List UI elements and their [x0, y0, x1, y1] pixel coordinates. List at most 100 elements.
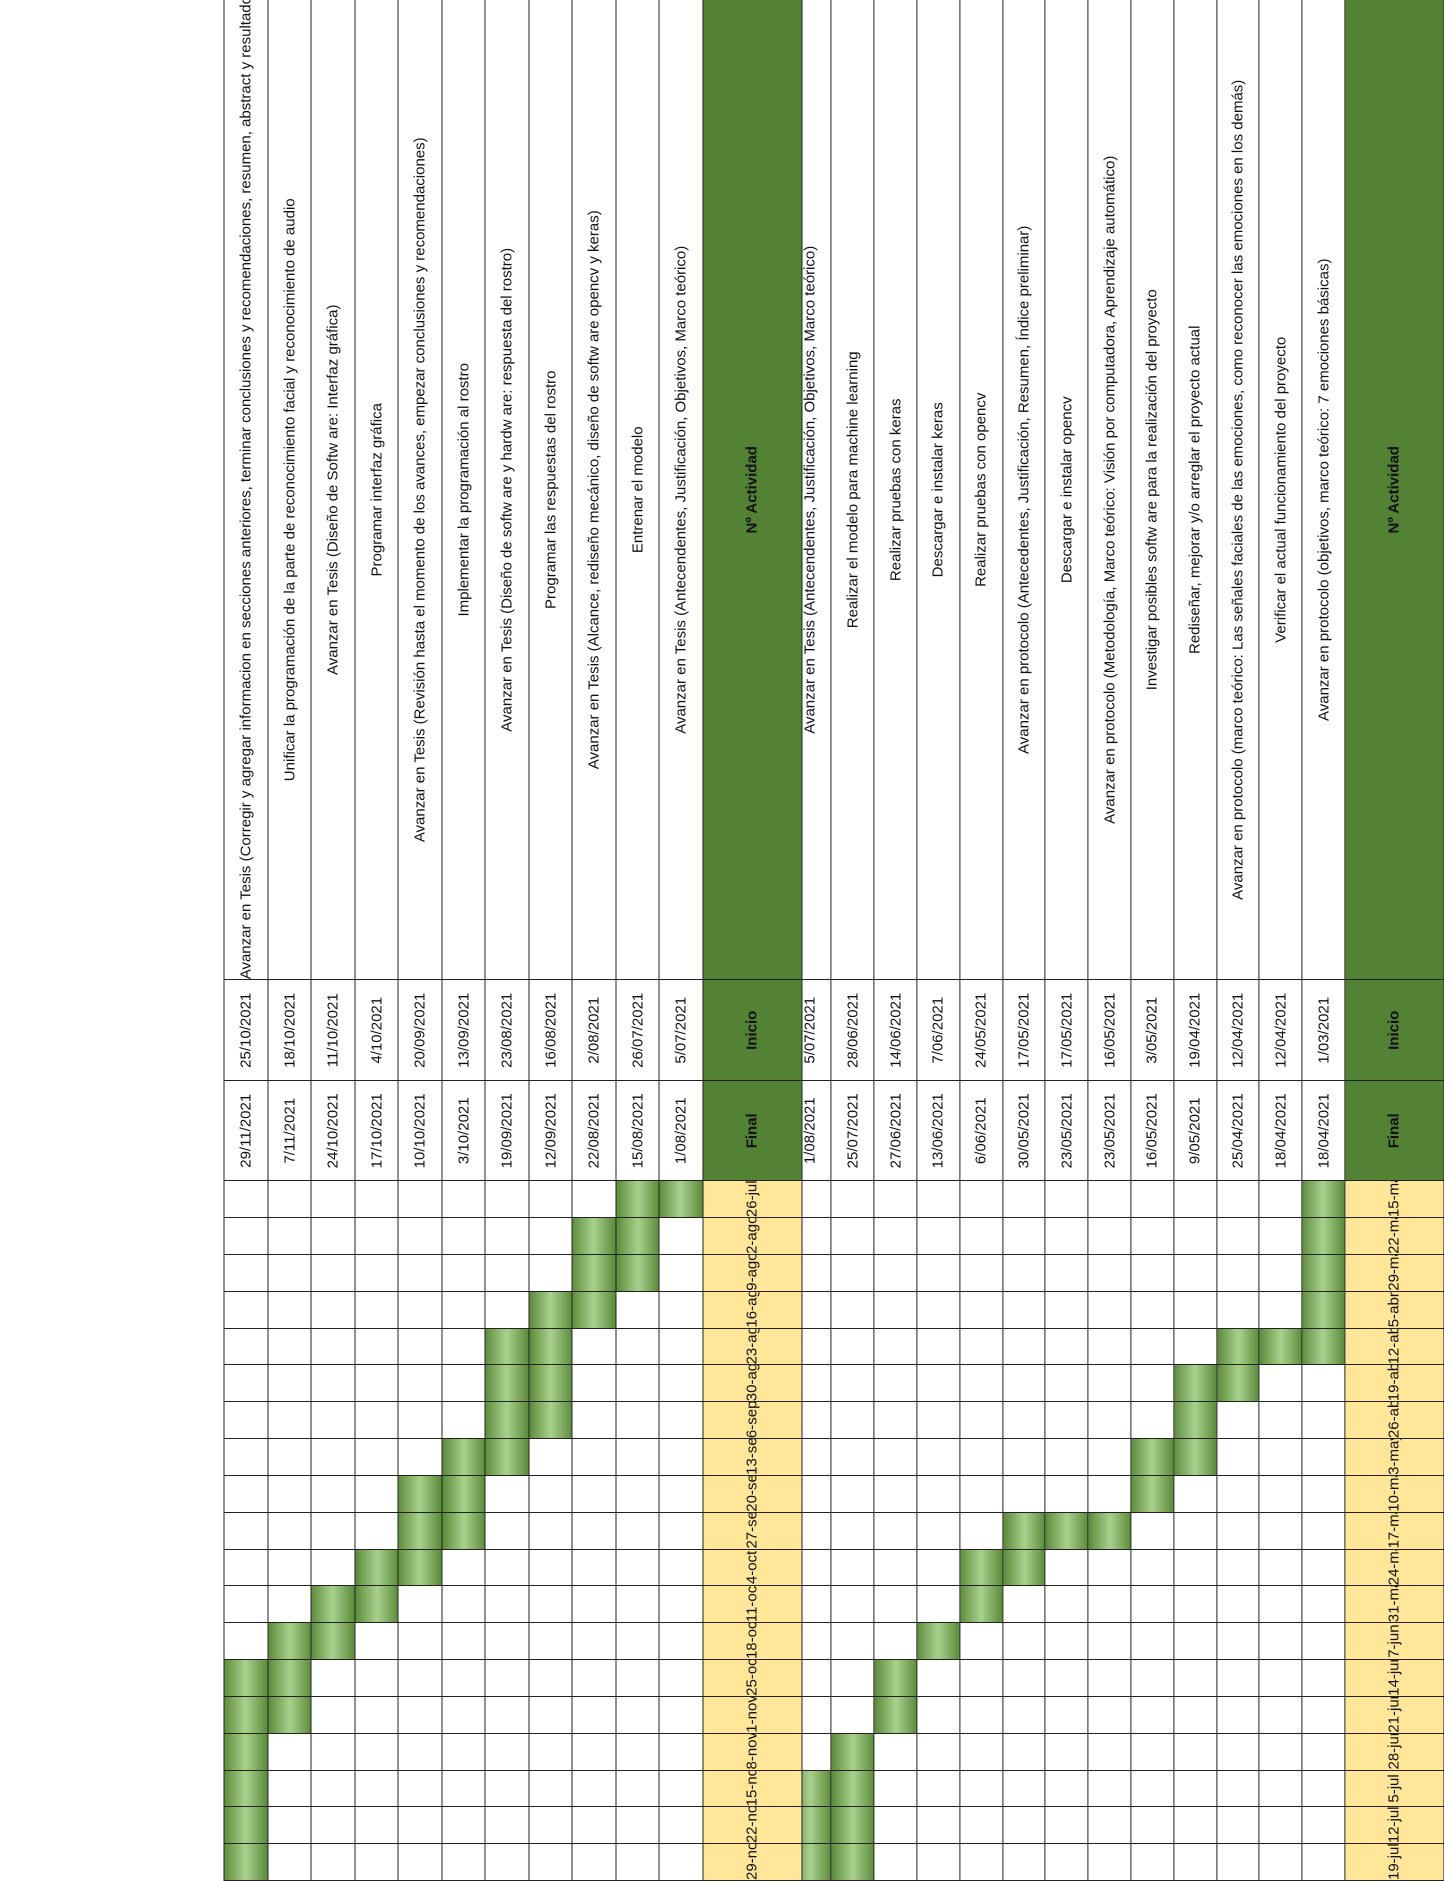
gantt-empty-cell	[873, 1254, 917, 1292]
gantt-empty-cell	[1002, 1364, 1045, 1402]
start-date-cell: 1/03/2021	[1301, 979, 1345, 1081]
gantt-empty-cell	[442, 1733, 486, 1771]
gantt-empty-cell	[572, 1475, 617, 1513]
end-date-cell: 10/10/2021	[398, 1080, 443, 1181]
gantt-empty-cell	[1258, 1438, 1302, 1476]
gantt-empty-cell	[529, 1180, 573, 1218]
gantt-bar-cell	[572, 1291, 617, 1329]
gantt-section-1: 19-jul 12-jul 5-jul 28-jun 21-jun 14-jun 7-jun…	[788, 0, 1444, 1881]
gantt-empty-cell	[1173, 1217, 1217, 1255]
start-date-cell: 24/05/2021	[959, 979, 1003, 1081]
gantt-empty-cell	[355, 1622, 399, 1660]
gantt-bar-cell	[529, 1328, 573, 1365]
gantt-empty-cell	[1002, 1291, 1045, 1329]
gantt-empty-cell	[830, 1475, 874, 1513]
gantt-empty-cell	[1216, 1401, 1259, 1439]
gantt-empty-cell	[311, 1806, 356, 1844]
table-row: 27/06/2021 14/06/2021 Realizar pruebas con…	[873, 0, 917, 1881]
gantt-bar-cell	[1216, 1364, 1259, 1402]
gantt-empty-cell	[1258, 1733, 1302, 1771]
end-date-cell-text: 1/08/2021	[801, 1097, 819, 1165]
activity-cell: Avanzar en Tesis (Diseño de Softw are: I…	[311, 0, 356, 980]
gantt-empty-cell	[1044, 1438, 1088, 1476]
gantt-empty-cell	[355, 1401, 399, 1439]
gantt-empty-cell	[485, 1585, 530, 1623]
gantt-empty-cell	[616, 1549, 660, 1586]
week-header-text: 26-jul	[744, 1180, 762, 1218]
gantt-empty-cell	[442, 1217, 486, 1255]
gantt-empty-cell	[572, 1401, 617, 1439]
gantt-empty-cell	[1044, 1328, 1088, 1365]
gantt-empty-cell	[1087, 1328, 1131, 1365]
gantt-empty-cell	[572, 1622, 617, 1660]
gantt-empty-cell	[572, 1512, 617, 1550]
gantt-empty-cell	[1301, 1475, 1345, 1513]
activity-cell: Realizar el modelo para machine learning	[830, 0, 874, 980]
gantt-empty-cell	[830, 1622, 874, 1660]
gantt-empty-cell	[1044, 1364, 1088, 1402]
gantt-empty-cell	[268, 1770, 312, 1807]
gantt-empty-cell	[355, 1843, 399, 1881]
gantt-empty-cell	[659, 1843, 704, 1881]
week-header-text: 12-jul	[1385, 1806, 1403, 1844]
gantt-empty-cell	[1130, 1843, 1174, 1881]
start-header: Inicio	[1344, 979, 1444, 1081]
end-header-text: Final	[744, 1113, 762, 1149]
gantt-empty-cell	[1173, 1585, 1217, 1623]
gantt-empty-cell	[1173, 1843, 1217, 1881]
gantt-empty-cell	[1002, 1328, 1045, 1365]
start-date-cell: 4/10/2021	[355, 979, 399, 1081]
gantt-bar-cell	[916, 1622, 960, 1660]
gantt-empty-cell	[1002, 1180, 1045, 1218]
gantt-empty-cell	[616, 1328, 660, 1365]
gantt-bar-cell	[616, 1217, 660, 1255]
gantt-empty-cell	[1002, 1585, 1045, 1623]
end-date-cell-text: 7/11/2021	[281, 1097, 299, 1164]
gantt-empty-cell	[1087, 1806, 1131, 1844]
gantt-empty-cell	[1087, 1401, 1131, 1439]
gantt-empty-cell	[830, 1254, 874, 1292]
gantt-empty-cell	[311, 1254, 356, 1292]
gantt-empty-cell	[1130, 1806, 1174, 1844]
gantt-empty-cell	[659, 1217, 704, 1255]
gantt-empty-cell	[311, 1475, 356, 1513]
gantt-empty-cell	[916, 1843, 960, 1881]
gantt-empty-cell	[1216, 1806, 1259, 1844]
end-date-cell-text: 17/10/2021	[368, 1093, 386, 1169]
gantt-empty-cell	[442, 1659, 486, 1697]
gantt-empty-cell	[1130, 1254, 1174, 1292]
gantt-empty-cell	[659, 1549, 704, 1586]
start-date-cell-text: 20/09/2021	[411, 992, 429, 1068]
week-header-text: 2-ago	[744, 1217, 762, 1254]
start-date-cell: 16/08/2021	[529, 979, 573, 1081]
gantt-empty-cell	[224, 1328, 269, 1365]
gantt-empty-cell	[1301, 1696, 1345, 1734]
gantt-empty-cell	[572, 1585, 617, 1623]
gantt-empty-cell	[268, 1364, 312, 1402]
gantt-empty-cell	[1258, 1549, 1302, 1586]
gantt-bar-cell	[355, 1549, 399, 1586]
gantt-empty-cell	[873, 1806, 917, 1844]
gantt-empty-cell	[572, 1770, 617, 1807]
gantt-empty-cell	[1216, 1549, 1259, 1586]
start-date-cell-text: 16/05/2021	[1100, 992, 1118, 1068]
gantt-empty-cell	[616, 1806, 660, 1844]
gantt-empty-cell	[311, 1549, 356, 1586]
start-date-cell: 23/08/2021	[485, 979, 530, 1081]
gantt-bar-cell	[830, 1806, 874, 1844]
gantt-empty-cell	[1044, 1585, 1088, 1623]
gantt-empty-cell	[916, 1512, 960, 1550]
start-date-cell: 12/04/2021	[1216, 979, 1259, 1081]
gantt-empty-cell	[485, 1180, 530, 1218]
gantt-empty-cell	[616, 1622, 660, 1660]
gantt-empty-cell	[1002, 1401, 1045, 1439]
gantt-empty-cell	[1087, 1180, 1131, 1218]
gantt-empty-cell	[1173, 1696, 1217, 1734]
gantt-empty-cell	[268, 1549, 312, 1586]
start-date-cell: 13/09/2021	[442, 979, 486, 1081]
week-header-text: 4-oct	[744, 1550, 762, 1585]
end-date-cell-text: 27/06/2021	[886, 1093, 904, 1169]
gantt-empty-cell	[485, 1549, 530, 1586]
gantt-empty-cell	[1087, 1585, 1131, 1623]
activity-cell: Avanzar en protocolo (marco teórico: Las…	[1216, 0, 1259, 980]
